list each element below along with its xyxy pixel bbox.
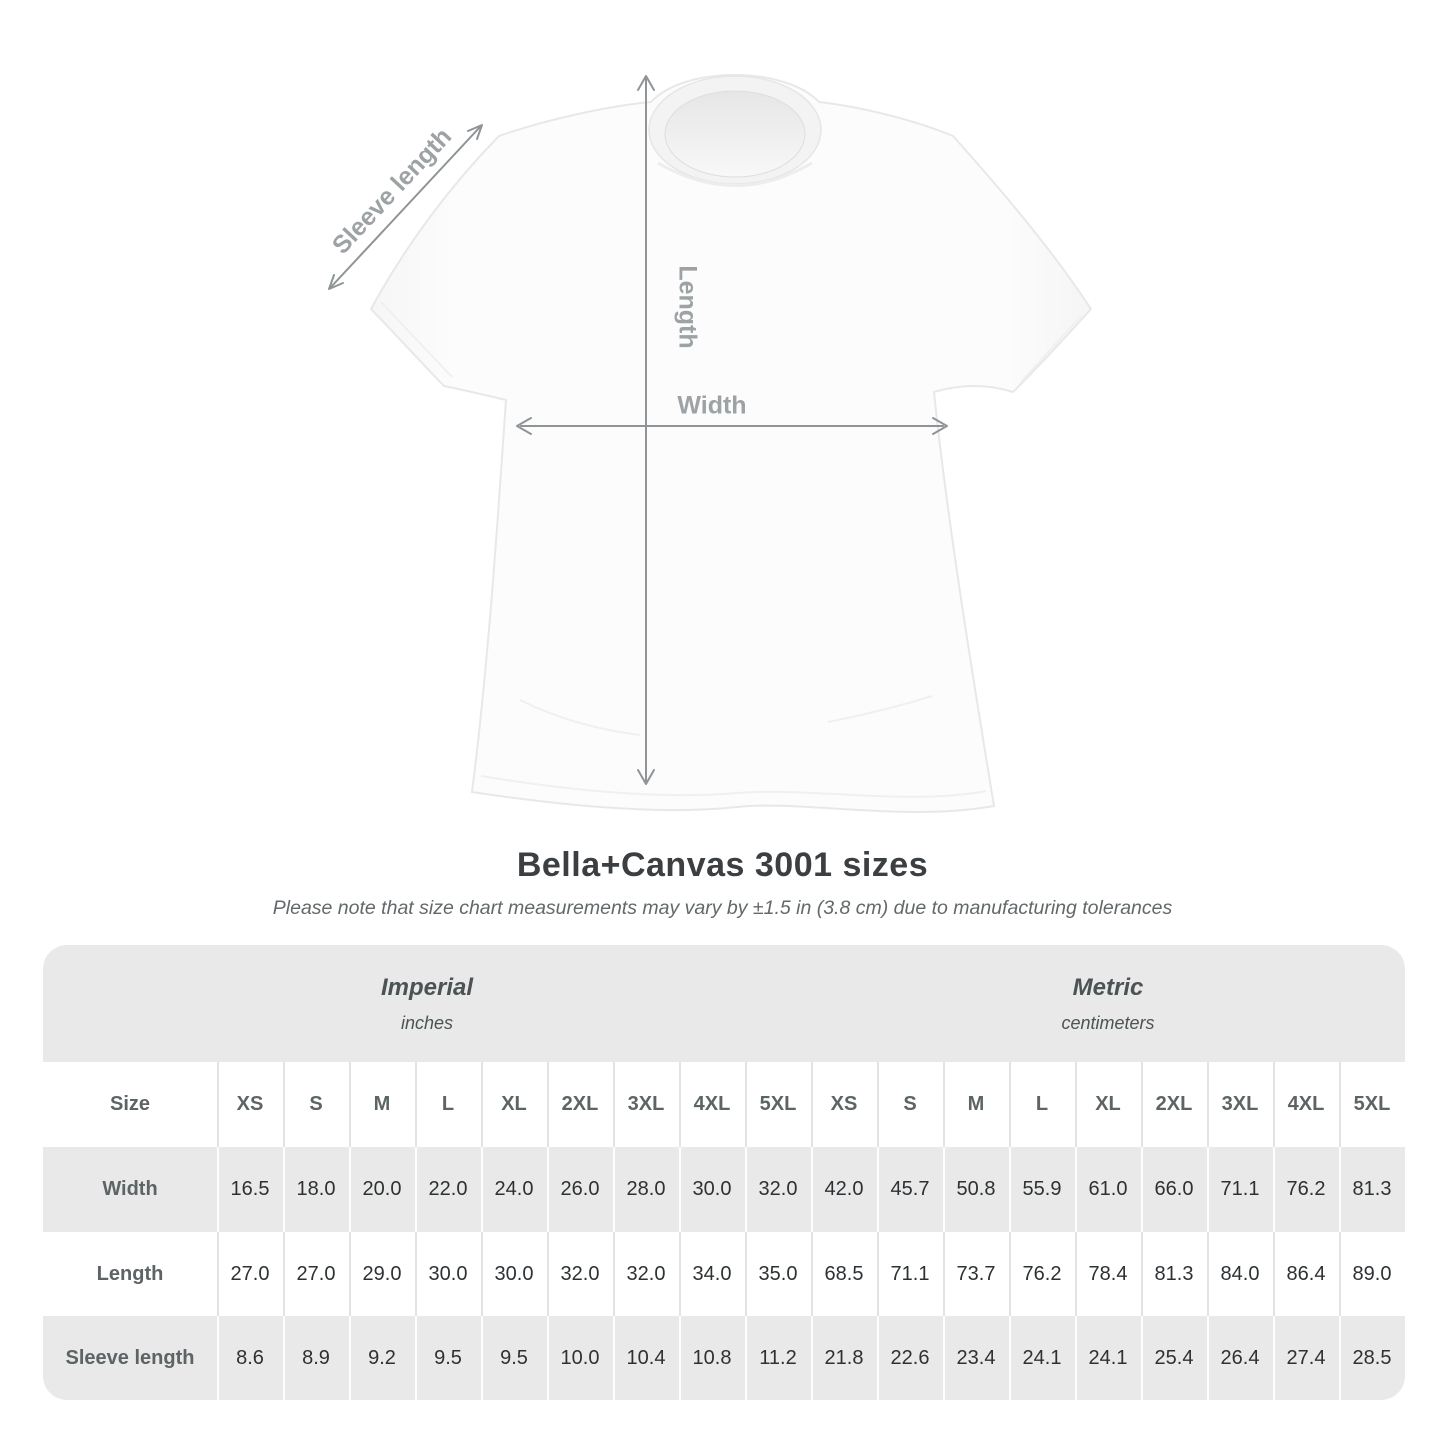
value-imperial: 27.0 — [217, 1232, 283, 1316]
width-arrow — [516, 417, 948, 435]
value-imperial: 8.9 — [283, 1316, 349, 1400]
size-col-header-imperial-xl: XL — [481, 1062, 547, 1147]
value-metric: 22.6 — [877, 1316, 943, 1400]
length-arrow — [637, 75, 655, 785]
value-metric: 23.4 — [943, 1316, 1009, 1400]
collar-shadow-seam — [657, 161, 813, 187]
row-label-sleeve-length: Sleeve length — [43, 1316, 217, 1400]
value-imperial: 30.0 — [679, 1147, 745, 1232]
sleeve-length-arrow — [328, 124, 483, 290]
size-col-header-imperial-3xl: 3XL — [613, 1062, 679, 1147]
size-corner-header: Size — [43, 1062, 217, 1147]
value-imperial: 24.0 — [481, 1147, 547, 1232]
value-metric: 81.3 — [1141, 1232, 1207, 1316]
imperial-group-title: Imperial — [380, 973, 474, 1001]
value-imperial: 10.0 — [547, 1316, 613, 1400]
tshirt-seam-details — [380, 301, 1082, 798]
width-label: Width — [677, 392, 746, 420]
value-imperial: 27.0 — [283, 1232, 349, 1316]
tshirt-collar-opening — [664, 90, 806, 178]
unit-group-imperial: Imperial inches — [43, 945, 811, 1062]
imperial-group-unit: inches — [400, 1012, 454, 1033]
value-imperial: 9.2 — [349, 1316, 415, 1400]
value-imperial: 16.5 — [217, 1147, 283, 1232]
tolerance-note: Please note that size chart measurements… — [272, 897, 1173, 919]
value-imperial: 32.0 — [745, 1147, 811, 1232]
size-col-header-imperial-xs: XS — [217, 1062, 283, 1147]
value-metric: 55.9 — [1009, 1147, 1075, 1232]
value-metric: 71.1 — [1207, 1147, 1273, 1232]
value-metric: 78.4 — [1075, 1232, 1141, 1316]
tshirt-measurement-diagram: Sleeve length Length Width — [327, 73, 1093, 813]
value-imperial: 32.0 — [547, 1232, 613, 1316]
size-col-header-imperial-2xl: 2XL — [547, 1062, 613, 1147]
value-metric: 24.1 — [1075, 1316, 1141, 1400]
value-imperial: 9.5 — [481, 1316, 547, 1400]
value-metric: 76.2 — [1009, 1232, 1075, 1316]
metric-group-title: Metric — [1072, 973, 1144, 1001]
page-title: Bella+Canvas 3001 sizes — [516, 846, 929, 884]
value-imperial: 22.0 — [415, 1147, 481, 1232]
value-metric: 28.5 — [1339, 1316, 1405, 1400]
value-metric: 89.0 — [1339, 1232, 1405, 1316]
size-col-header-metric-s: S — [877, 1062, 943, 1147]
value-metric: 45.7 — [877, 1147, 943, 1232]
size-col-header-metric-5xl: 5XL — [1339, 1062, 1405, 1147]
row-label-length: Length — [43, 1232, 217, 1316]
value-imperial: 26.0 — [547, 1147, 613, 1232]
value-imperial: 18.0 — [283, 1147, 349, 1232]
value-imperial: 20.0 — [349, 1147, 415, 1232]
tshirt-graphic — [369, 73, 1093, 813]
row-label-width: Width — [43, 1147, 217, 1232]
value-imperial: 30.0 — [481, 1232, 547, 1316]
value-metric: 25.4 — [1141, 1316, 1207, 1400]
size-col-header-metric-3xl: 3XL — [1207, 1062, 1273, 1147]
size-col-header-imperial-l: L — [415, 1062, 481, 1147]
value-imperial: 35.0 — [745, 1232, 811, 1316]
value-imperial: 29.0 — [349, 1232, 415, 1316]
size-col-header-imperial-m: M — [349, 1062, 415, 1147]
value-imperial: 30.0 — [415, 1232, 481, 1316]
value-metric: 84.0 — [1207, 1232, 1273, 1316]
value-imperial: 10.4 — [613, 1316, 679, 1400]
value-metric: 42.0 — [811, 1147, 877, 1232]
value-imperial: 11.2 — [745, 1316, 811, 1400]
value-metric: 61.0 — [1075, 1147, 1141, 1232]
size-table: Imperial inches Metric centimeters Size XS S M L… — [43, 945, 1405, 1400]
value-metric: 71.1 — [877, 1232, 943, 1316]
size-col-header-metric-2xl: 2XL — [1141, 1062, 1207, 1147]
value-metric: 27.4 — [1273, 1316, 1339, 1400]
size-col-header-metric-xl: XL — [1075, 1062, 1141, 1147]
value-metric: 86.4 — [1273, 1232, 1339, 1316]
size-col-header-metric-4xl: 4XL — [1273, 1062, 1339, 1147]
value-metric: 81.3 — [1339, 1147, 1405, 1232]
value-imperial: 34.0 — [679, 1232, 745, 1316]
size-col-header-imperial-4xl: 4XL — [679, 1062, 745, 1147]
value-imperial: 28.0 — [613, 1147, 679, 1232]
value-metric: 26.4 — [1207, 1316, 1273, 1400]
length-label: Length — [673, 265, 701, 348]
value-imperial: 9.5 — [415, 1316, 481, 1400]
size-col-header-imperial-5xl: 5XL — [745, 1062, 811, 1147]
value-imperial: 10.8 — [679, 1316, 745, 1400]
value-metric: 66.0 — [1141, 1147, 1207, 1232]
value-imperial: 32.0 — [613, 1232, 679, 1316]
value-metric: 68.5 — [811, 1232, 877, 1316]
size-col-header-metric-m: M — [943, 1062, 1009, 1147]
value-metric: 76.2 — [1273, 1147, 1339, 1232]
value-metric: 21.8 — [811, 1316, 877, 1400]
size-col-header-metric-l: L — [1009, 1062, 1075, 1147]
value-metric: 24.1 — [1009, 1316, 1075, 1400]
unit-group-metric: Metric centimeters — [811, 945, 1405, 1062]
value-imperial: 8.6 — [217, 1316, 283, 1400]
size-col-header-metric-xs: XS — [811, 1062, 877, 1147]
value-metric: 73.7 — [943, 1232, 1009, 1316]
size-col-header-imperial-s: S — [283, 1062, 349, 1147]
metric-group-unit: centimeters — [1061, 1012, 1155, 1033]
value-metric: 50.8 — [943, 1147, 1009, 1232]
